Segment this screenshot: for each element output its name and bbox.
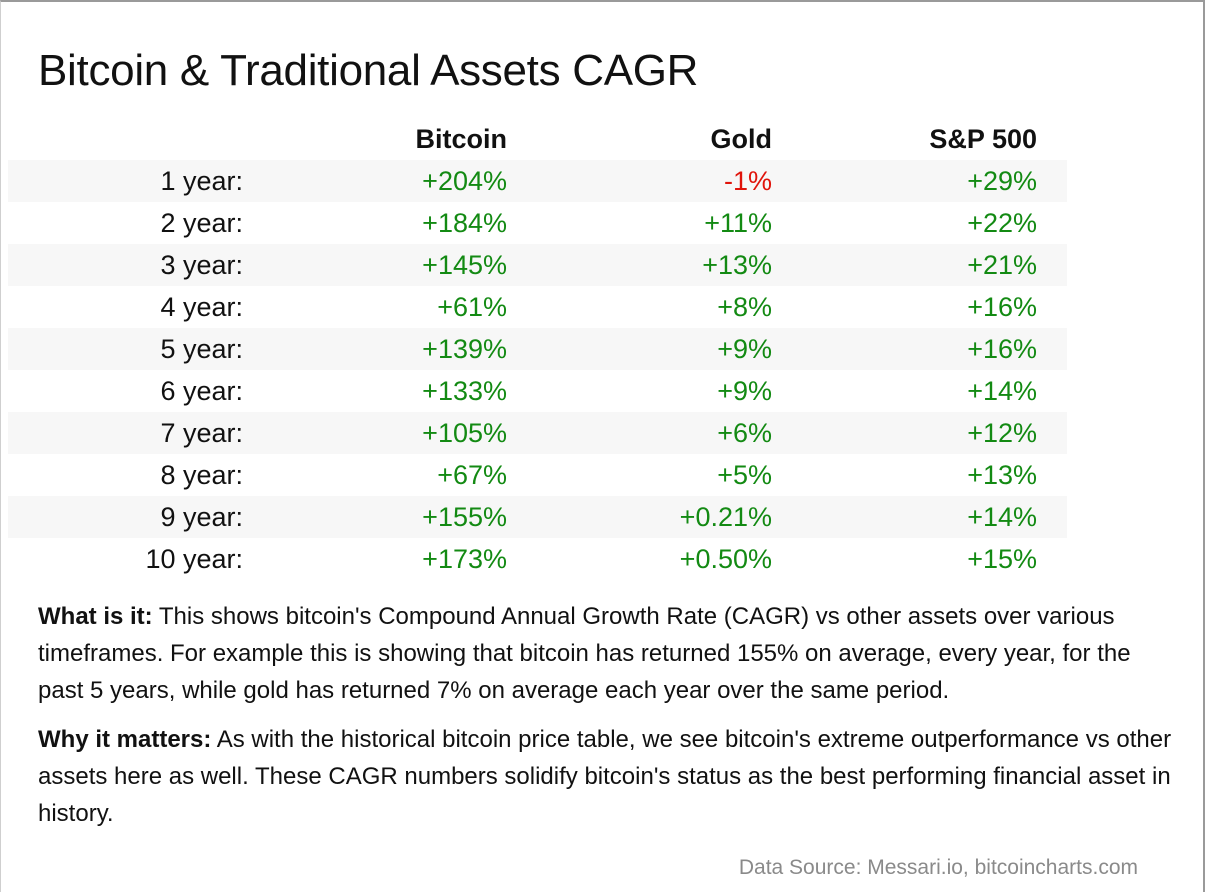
cagr-value-cell: +0.21% (507, 496, 772, 538)
cagr-value-cell: +173% (422, 543, 507, 574)
cagr-value-cell: +155% (243, 496, 507, 538)
cagr-value-cell: +16% (772, 328, 1037, 370)
cagr-value-cell: +9% (717, 375, 772, 406)
table-row: 3 year: +145% +13% +21% (8, 244, 1067, 286)
row-pad (1037, 496, 1067, 538)
table-row: 4 year: +61% +8% +16% (8, 286, 1067, 328)
cagr-value-cell: +14% (772, 496, 1037, 538)
row-label: 1 year: (8, 160, 243, 202)
row-pad (1037, 370, 1067, 412)
why-it-matters-label: Why it matters: (38, 726, 212, 753)
cagr-value-cell: +105% (243, 412, 507, 454)
cagr-value-cell: +6% (507, 412, 772, 454)
cagr-value-cell: +145% (243, 244, 507, 286)
row-pad (1037, 286, 1067, 328)
row-label: 10 year: (145, 543, 243, 574)
table-row: 6 year: +133% +9% +14% (8, 370, 1067, 412)
cagr-value-cell: +139% (243, 328, 507, 370)
table-header-row: Bitcoin Gold S&P 500 (8, 118, 1067, 160)
row-label: 7 year: (8, 412, 243, 454)
table-row: 1 year: +204% -1% +29% (8, 160, 1067, 202)
table-body: 1 year: +204% -1% +29% 2 year: +184% +11% +22% 3… (8, 160, 1067, 580)
cagr-value-cell: +15% (967, 543, 1037, 574)
cagr-value-cell: +22% (967, 207, 1037, 238)
cagr-value-cell: +12% (772, 412, 1037, 454)
cagr-value-cell: +8% (717, 291, 772, 322)
cagr-value-cell: -1% (507, 160, 772, 202)
what-is-it-text: This shows bitcoin's Compound Annual Gro… (38, 603, 1131, 704)
row-label: 4 year: (160, 291, 243, 322)
table-row: 8 year: +67% +5% +13% (8, 454, 1067, 496)
row-pad (1037, 412, 1067, 454)
cagr-value-cell: +184% (422, 207, 507, 238)
page-title: Bitcoin & Traditional Assets CAGR (38, 46, 699, 95)
cagr-value-cell: +11% (704, 207, 772, 238)
column-header: S&P 500 (929, 123, 1037, 154)
row-pad (1037, 202, 1067, 244)
cagr-value-cell: +61% (437, 291, 507, 322)
cagr-value-cell: +204% (243, 160, 507, 202)
cagr-value-cell: +67% (437, 459, 507, 490)
why-it-matters-paragraph: Why it matters: As with the historical b… (38, 721, 1178, 832)
cagr-value-cell: +133% (422, 375, 507, 406)
table-row: 5 year: +139% +9% +16% (8, 328, 1067, 370)
cagr-value-cell: +9% (507, 328, 772, 370)
cagr-value-cell: +21% (772, 244, 1037, 286)
row-label: 5 year: (8, 328, 243, 370)
why-it-matters-text: As with the historical bitcoin price tab… (38, 726, 1172, 827)
row-label: 8 year: (160, 459, 243, 490)
row-label: 6 year: (160, 375, 243, 406)
data-source: Data Source: Messari.io, bitcoincharts.c… (738, 856, 1138, 879)
row-label: 2 year: (160, 207, 243, 238)
description: What is it: This shows bitcoin's Compoun… (38, 598, 1178, 844)
row-pad (1037, 328, 1067, 370)
cagr-table: Bitcoin Gold S&P 500 1 year: +204% -1% +29%… (8, 118, 1067, 580)
cagr-value-cell: +14% (967, 375, 1037, 406)
cagr-value-cell: +29% (772, 160, 1037, 202)
column-header: Gold (710, 123, 773, 154)
row-pad (1037, 454, 1067, 496)
cagr-value-cell: +0.50% (679, 543, 772, 574)
table-row: 9 year: +155% +0.21% +14% (8, 496, 1067, 538)
header-pad (1037, 118, 1067, 160)
cagr-value-cell: +16% (967, 291, 1037, 322)
cagr-value-cell: +5% (717, 459, 772, 490)
table-row: 7 year: +105% +6% +12% (8, 412, 1067, 454)
header-blank (8, 118, 243, 160)
row-pad (1037, 538, 1067, 580)
column-header: Bitcoin (415, 123, 508, 154)
row-label: 9 year: (8, 496, 243, 538)
table-row: 10 year: +173% +0.50% +15% (8, 538, 1067, 580)
what-is-it-paragraph: What is it: This shows bitcoin's Compoun… (38, 598, 1178, 709)
cagr-value-cell: +13% (967, 459, 1037, 490)
what-is-it-label: What is it: (38, 603, 153, 630)
cagr-value-cell: +13% (507, 244, 772, 286)
row-label: 3 year: (8, 244, 243, 286)
row-pad (1037, 244, 1067, 286)
row-pad (1037, 160, 1067, 202)
table-row: 2 year: +184% +11% +22% (8, 202, 1067, 244)
